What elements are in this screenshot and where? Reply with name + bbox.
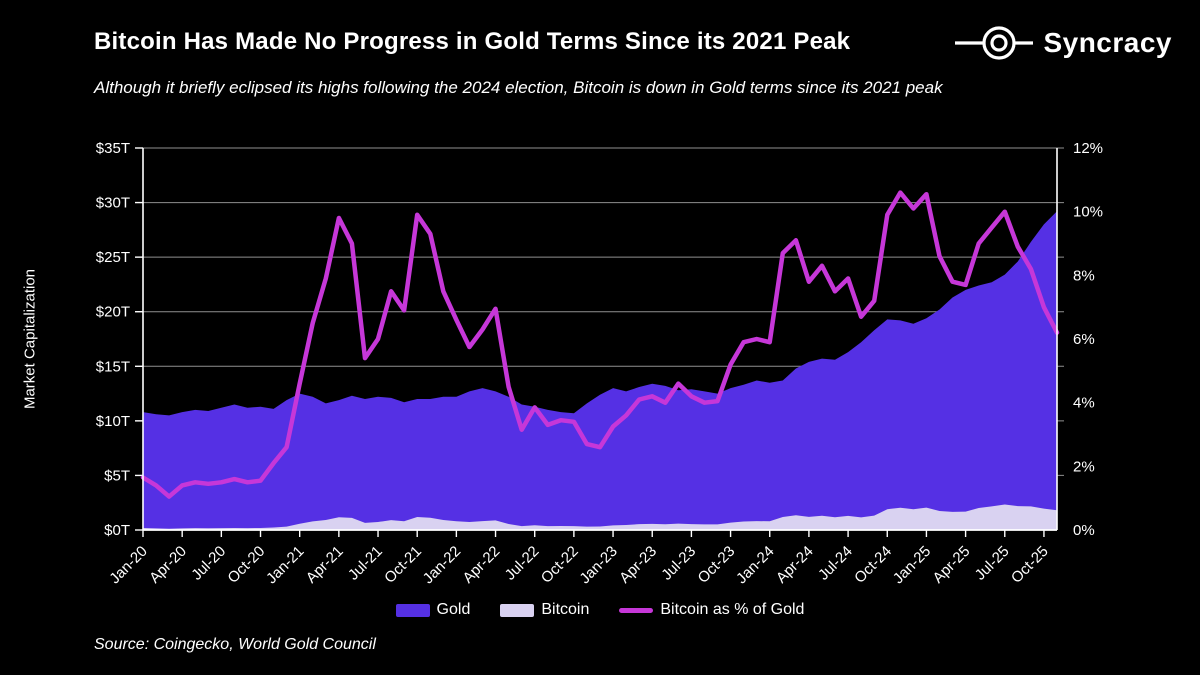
x-axis-tick-label: Jan-22 [420,543,464,587]
legend-area-swatch [395,603,430,617]
legend-item-gold: Gold [395,601,471,619]
y-axis-tick-label: $5T [104,467,130,484]
x-axis-tick-label: Oct-21 [381,543,425,587]
y-axis-tick-label: $35T [96,140,130,157]
x-axis-tick-label: Oct-20 [224,543,268,587]
bitcoin-area [143,504,1057,530]
x-axis-tick-label: Apr-20 [146,543,190,587]
right-axis-tick-label: 10% [1073,204,1103,221]
x-axis-tick-label: Jan-20 [106,543,150,587]
y-axis-tick-label: $30T [96,195,130,212]
legend-label: Gold [436,601,471,618]
y-axis-tick-label: $25T [96,249,130,266]
y-axis-tick-label: $10T [96,413,130,430]
x-axis-tick-label: Jul-20 [188,543,229,584]
right-axis-tick-label: 12% [1073,140,1103,157]
legend-area-swatch [500,603,535,617]
x-axis-tick-label: Jul-25 [972,543,1013,584]
legend-item-bitcoin-as-of-gold: Bitcoin as % of Gold [619,601,804,619]
x-axis-tick-label: Apr-23 [616,543,660,587]
legend-line-swatch [619,607,654,613]
x-axis-tick-label: Jan-21 [263,543,307,587]
page-title: Bitcoin Has Made No Progress in Gold Ter… [94,28,851,55]
x-axis-tick-label: Oct-25 [1008,543,1052,587]
x-axis-tick-label: Apr-25 [930,543,974,587]
gold-area [143,211,1057,531]
x-axis-tick-label: Apr-22 [460,543,504,587]
right-axis-tick-label: 2% [1073,458,1095,475]
x-axis-tick-label: Apr-24 [773,543,817,587]
y-axis-tick-label: $20T [96,304,130,321]
x-axis-tick-label: Jan-24 [733,543,777,587]
x-axis-tick-label: Jan-25 [890,543,934,587]
chart-legend: Gold Bitcoin Bitcoin as % of Gold [0,601,1200,619]
y-axis-tick-label: $0T [104,522,130,539]
x-axis-tick-label: Jul-24 [815,543,856,584]
syncracy-logo: Syncracy [953,20,1172,66]
source-note: Source: Coingecko, World Gold Council [94,636,376,653]
logo-wordmark: Syncracy [1043,27,1172,58]
chart-subtitle: Although it briefly eclipsed its highs f… [94,78,943,97]
right-axis-tick-label: 6% [1073,331,1095,348]
x-axis-tick-label: Oct-24 [851,543,895,587]
x-axis-tick-label: Apr-21 [303,543,347,587]
right-axis-tick-label: 0% [1073,522,1095,539]
ratio-line [140,190,1060,499]
legend-label: Bitcoin as % of Gold [660,601,805,618]
right-axis-tick-label: 8% [1073,267,1095,284]
right-axis-tick-label: 4% [1073,395,1095,412]
x-axis-tick-label: Oct-23 [695,543,739,587]
y-axis-title: Market Capitalization [21,268,39,410]
legend-label: Bitcoin [541,601,590,618]
y-axis-tick-label: $15T [96,358,130,375]
x-axis-tick-label: Jul-22 [502,543,543,584]
x-axis-tick-label: Jul-21 [345,543,386,584]
x-axis-tick-label: Jul-23 [658,543,699,584]
x-axis-tick-label: Oct-22 [538,543,582,587]
legend-item-bitcoin: Bitcoin [500,601,589,619]
syncracy-eye-icon [955,26,1034,60]
x-axis-tick-label: Jan-23 [576,543,620,587]
